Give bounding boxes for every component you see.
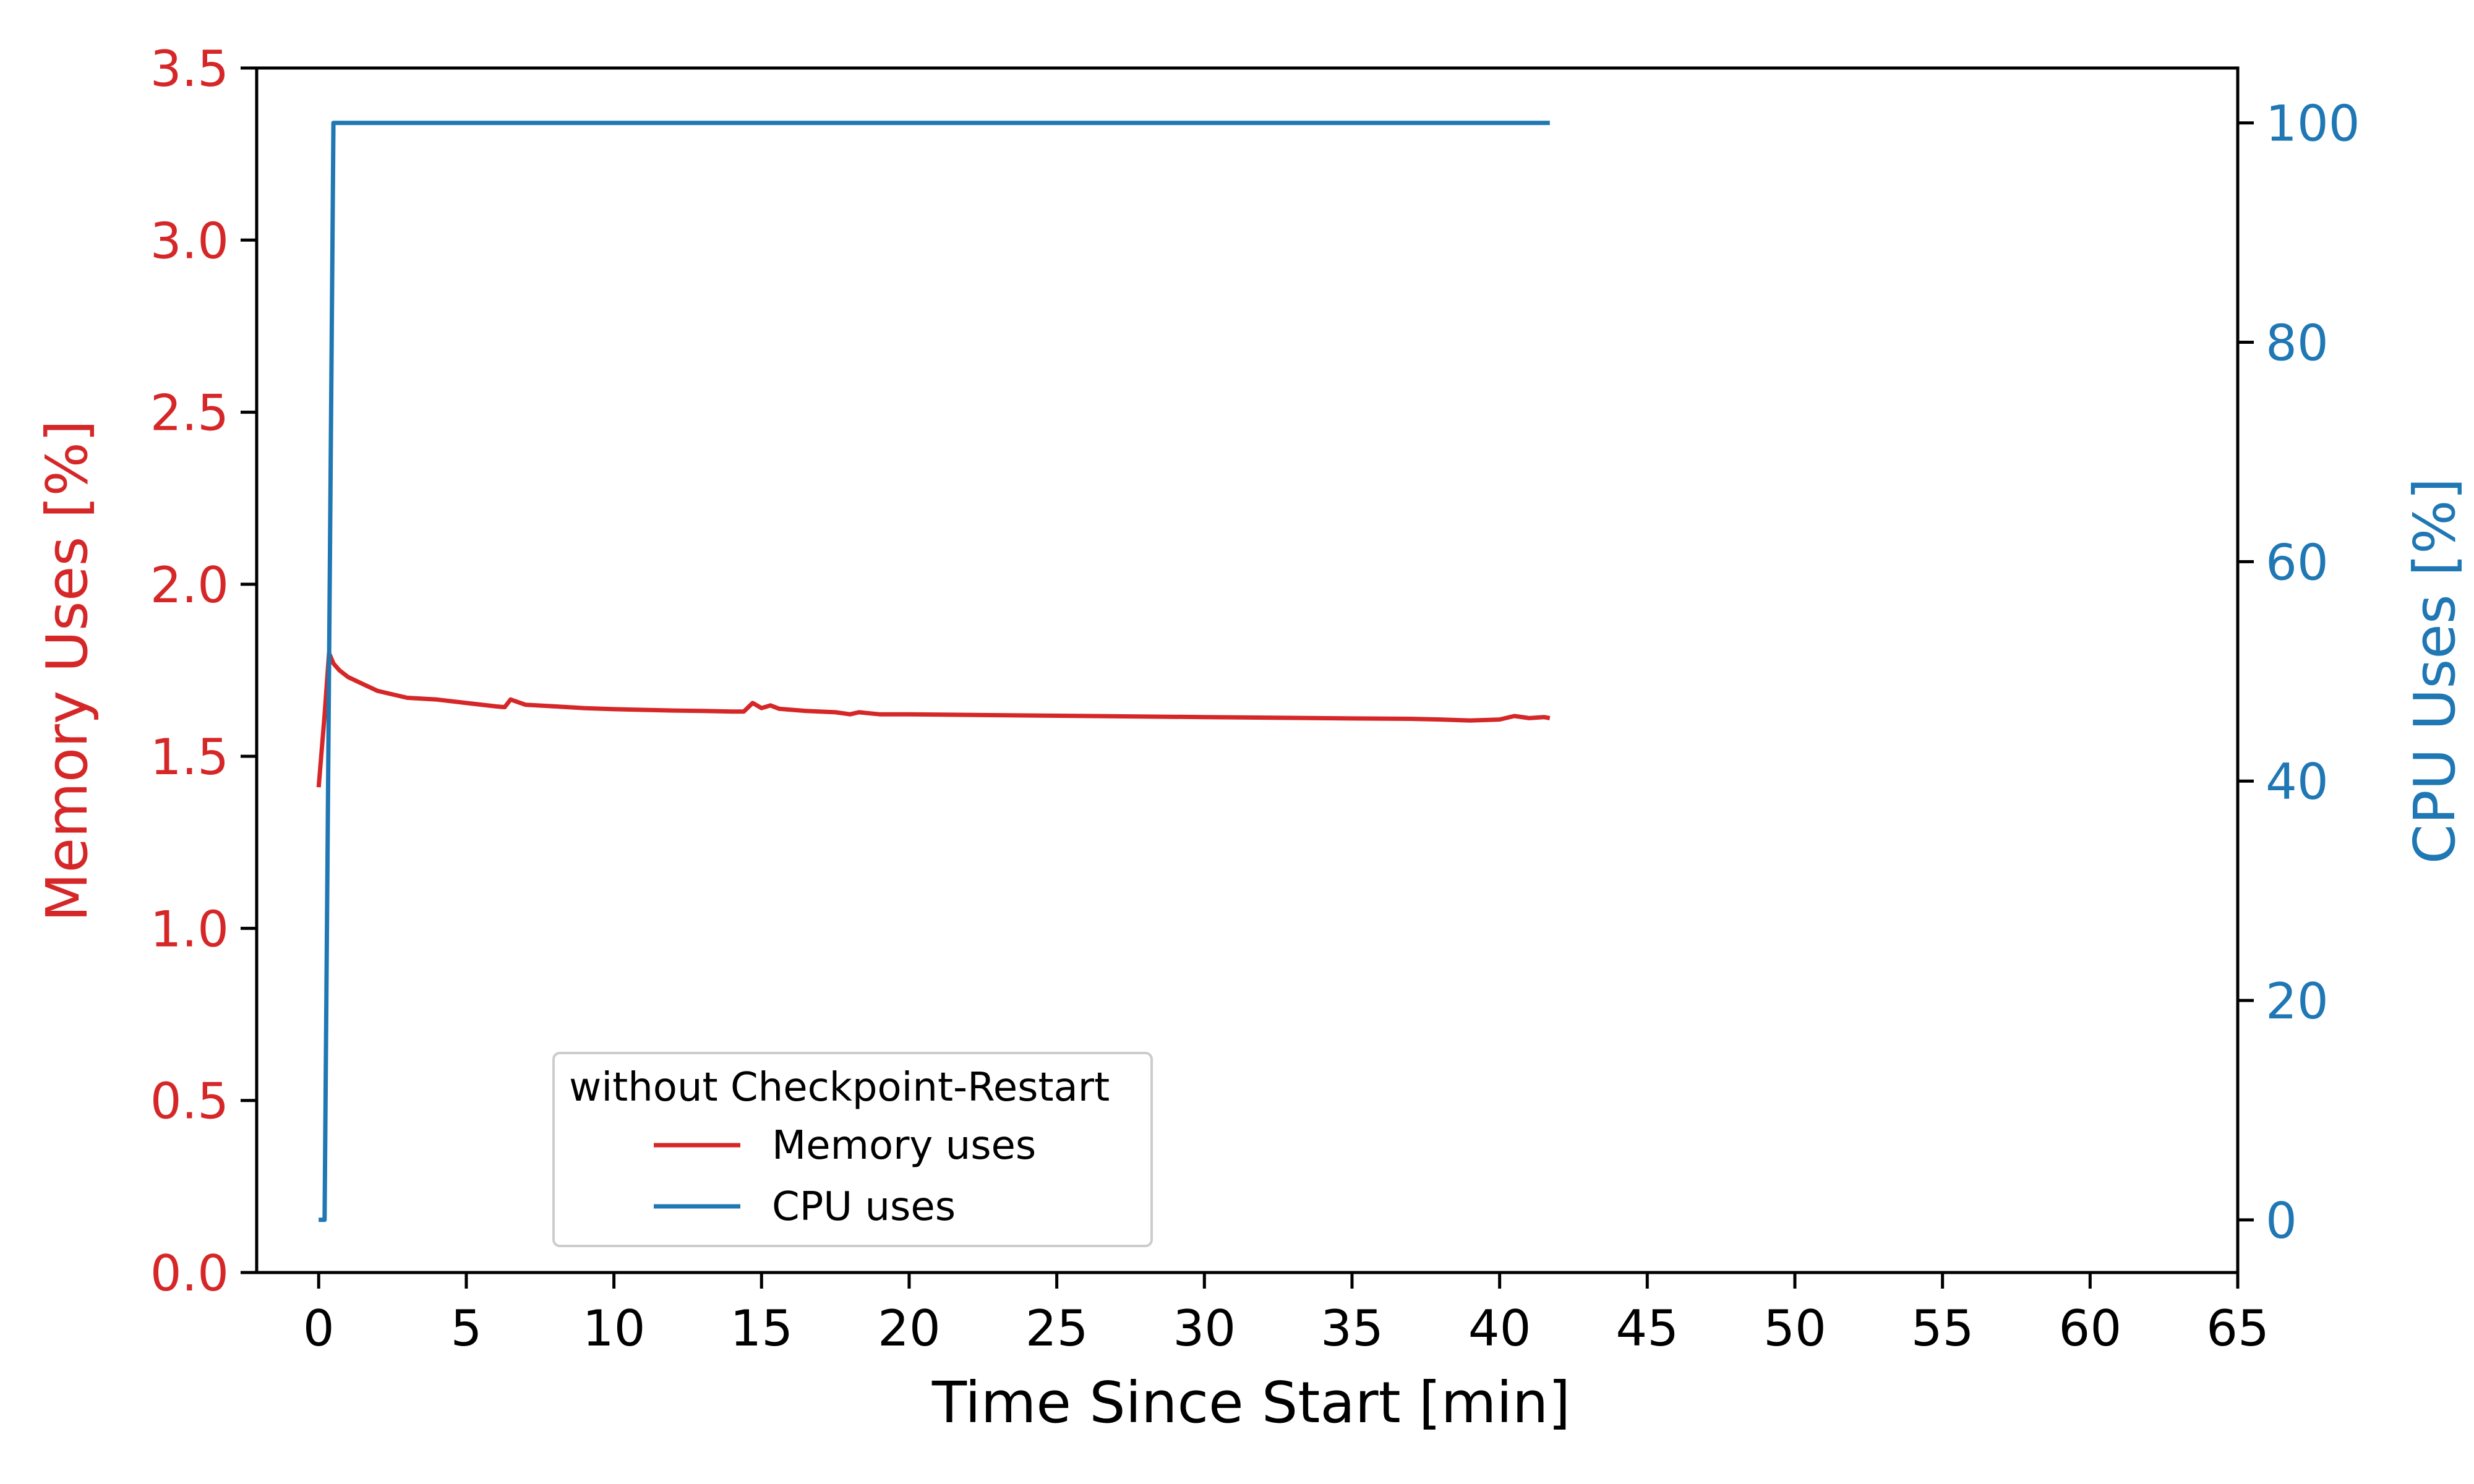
y-left-tick-label: 0.5 bbox=[150, 1073, 229, 1130]
right-axis-title: CPU Uses [%] bbox=[2402, 478, 2468, 864]
y-left-tick-label: 1.0 bbox=[150, 900, 229, 958]
x-tick-label: 15 bbox=[730, 1300, 793, 1357]
legend-box bbox=[552, 1052, 1153, 1247]
y-left-tick-label: 2.0 bbox=[150, 556, 229, 614]
memory-uses-line bbox=[316, 650, 1551, 788]
y-right-tick-label: 20 bbox=[2266, 973, 2329, 1030]
x-tick-label: 45 bbox=[1616, 1300, 1679, 1357]
x-tick-label: 20 bbox=[878, 1300, 941, 1357]
y-left-tick-label: 0.0 bbox=[150, 1245, 229, 1302]
x-tick-label: 60 bbox=[2058, 1300, 2121, 1357]
x-axis-title: Time Since Start [min] bbox=[931, 1370, 1570, 1436]
y-right-tick-label: 80 bbox=[2266, 315, 2329, 372]
x-tick-label: 5 bbox=[450, 1300, 482, 1357]
x-tick-label: 50 bbox=[1763, 1300, 1826, 1357]
x-tick-label: 55 bbox=[1911, 1300, 1974, 1357]
legend-label-memory: Memory uses bbox=[772, 1123, 1036, 1169]
x-tick-label: 40 bbox=[1468, 1300, 1531, 1357]
x-tick-label: 25 bbox=[1025, 1300, 1089, 1357]
x-tick-label: 35 bbox=[1320, 1300, 1384, 1357]
ticks-layer: 0 5 10 15 20 25 30 35 40 45 50 55 60 65 0.0 0.5 1.0 1.5 2.… bbox=[150, 40, 2360, 1357]
x-tick-label: 30 bbox=[1173, 1300, 1236, 1357]
y-right-tick-label: 0 bbox=[2266, 1192, 2297, 1250]
y-left-tick-label: 1.5 bbox=[150, 728, 229, 786]
left-axis-title: Memory Uses [%] bbox=[34, 420, 100, 922]
x-tick-label: 0 bbox=[303, 1300, 335, 1357]
legend: without Checkpoint-Restart Memory uses C… bbox=[552, 1052, 1153, 1247]
legend-title: without Checkpoint-Restart bbox=[569, 1065, 1110, 1111]
y-right-tick-label: 40 bbox=[2266, 753, 2329, 811]
cpu-uses-line bbox=[319, 121, 1550, 1222]
y-left-tick-label: 2.5 bbox=[150, 385, 229, 442]
legend-label-cpu: CPU uses bbox=[772, 1184, 956, 1230]
axes-layer bbox=[255, 66, 2240, 1274]
y-left-tick-label: 3.0 bbox=[150, 212, 229, 270]
plot-frame bbox=[255, 66, 2240, 1274]
series-layer bbox=[316, 121, 1551, 1222]
y-right-tick-label: 100 bbox=[2266, 95, 2360, 153]
y-right-tick-label: 60 bbox=[2266, 534, 2329, 591]
x-tick-label: 65 bbox=[2206, 1300, 2269, 1357]
x-tick-label: 10 bbox=[583, 1300, 646, 1357]
y-left-tick-label: 3.5 bbox=[150, 40, 229, 98]
